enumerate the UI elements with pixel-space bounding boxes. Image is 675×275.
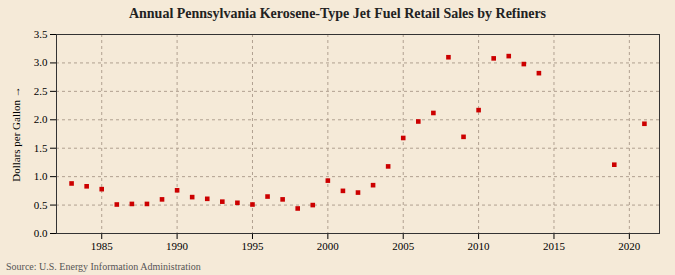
html-text:Source: U.S. Energy Informatio: Source: U.S. Energy Information Administ…: [6, 261, 201, 272]
svg-text:2.5: 2.5: [34, 85, 48, 97]
svg-text:3.0: 3.0: [34, 56, 48, 68]
svg-text:2015: 2015: [543, 240, 566, 252]
html-text:Annual Pennsylvania Kerosene-T: Annual Pennsylvania Kerosene-Type Jet Fu…: [128, 6, 547, 21]
svg-text:3.5: 3.5: [34, 28, 48, 40]
svg-text:1.5: 1.5: [34, 142, 48, 154]
svg-text:2005: 2005: [392, 240, 415, 252]
svg-text:0.0: 0.0: [34, 227, 48, 239]
svg-text:1985: 1985: [91, 240, 114, 252]
svg-text:0.5: 0.5: [34, 199, 48, 211]
svg-text:1990: 1990: [166, 240, 189, 252]
svg-text:Dollars per Gallon →: Dollars per Gallon →: [10, 86, 22, 182]
svg-text:2020: 2020: [618, 240, 641, 252]
svg-text:2000: 2000: [317, 240, 340, 252]
svg-text:1.0: 1.0: [34, 170, 48, 182]
svg-text:2.0: 2.0: [34, 113, 48, 125]
svg-text:2010: 2010: [468, 240, 491, 252]
svg-text:1995: 1995: [241, 240, 264, 252]
